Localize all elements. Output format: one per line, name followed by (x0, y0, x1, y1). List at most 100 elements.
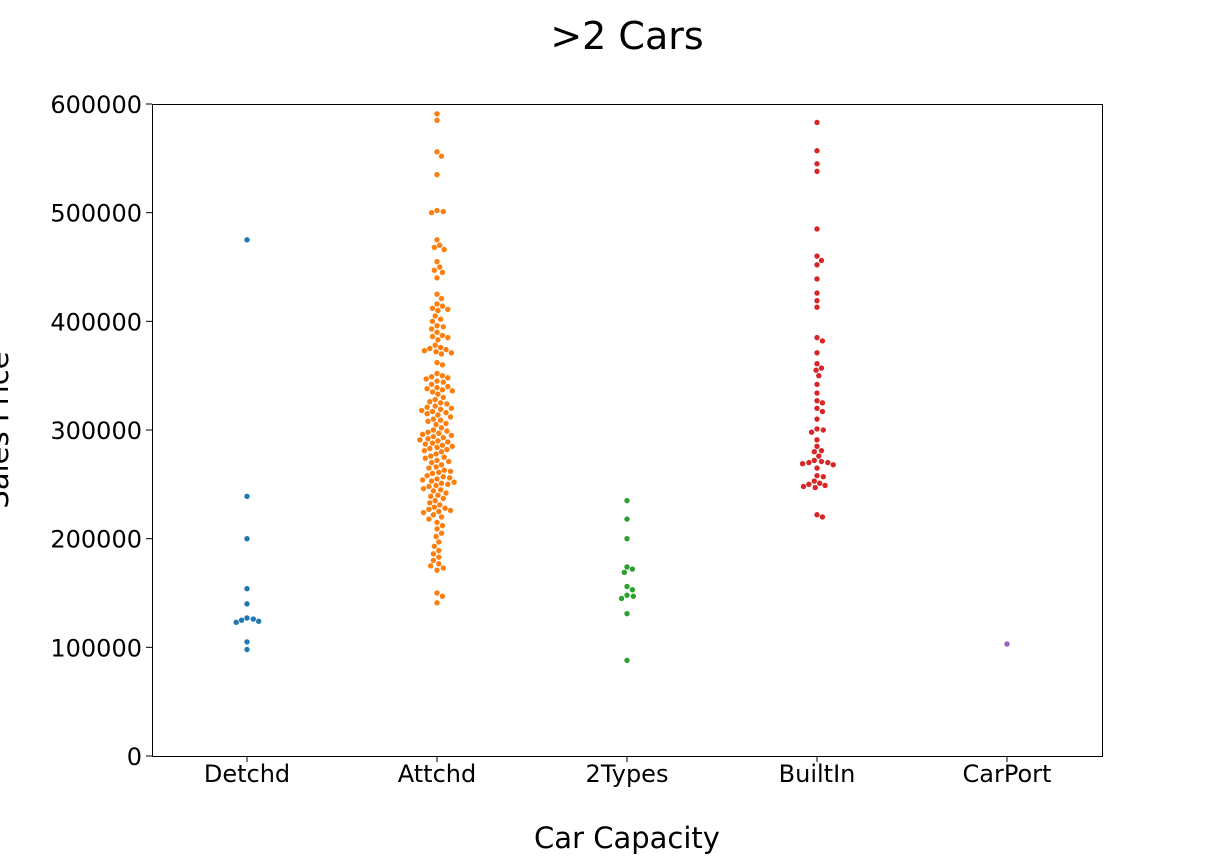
data-point-attchd (432, 396, 438, 403)
data-point-attchd (434, 567, 440, 573)
data-point-builtin (814, 148, 820, 154)
x-tick-label: Attchd (398, 760, 476, 788)
data-point-detchd (244, 493, 250, 499)
data-point-attchd (443, 420, 449, 427)
data-point-attchd (424, 472, 430, 479)
chart-title: >2 Cars (550, 14, 703, 58)
x-axis-label: Car Capacity (534, 821, 720, 855)
data-point-attchd (435, 391, 441, 397)
data-point-2types (624, 657, 630, 664)
y-tick-label: 400000 (50, 308, 142, 336)
data-point-attchd (441, 467, 447, 473)
data-point-attchd (441, 454, 447, 460)
data-point-attchd (426, 483, 432, 490)
data-point-attchd (427, 500, 433, 506)
data-point-builtin (819, 514, 826, 520)
data-point-attchd (434, 111, 440, 117)
data-point-attchd (426, 516, 432, 522)
data-point-detchd (244, 646, 250, 653)
data-point-2types (618, 595, 625, 602)
data-point-builtin (812, 484, 818, 491)
data-point-attchd (423, 376, 429, 382)
data-point-builtin (822, 482, 828, 489)
data-point-attchd (436, 508, 442, 515)
data-point-attchd (432, 313, 438, 319)
data-point-attchd (439, 303, 446, 309)
data-point-attchd (433, 349, 439, 355)
data-point-attchd (444, 428, 450, 434)
data-point-attchd (427, 399, 433, 405)
data-point-attchd (446, 475, 453, 481)
data-point-builtin (816, 372, 822, 379)
data-point-attchd (445, 375, 451, 381)
data-point-attchd (439, 522, 446, 529)
data-point-attchd (430, 433, 437, 440)
data-point-attchd (425, 418, 431, 425)
data-point-builtin (811, 457, 817, 464)
data-point-attchd (433, 421, 439, 428)
data-point-builtin (814, 397, 820, 404)
data-point-attchd (434, 171, 440, 178)
data-point-attchd (435, 412, 441, 418)
data-point-attchd (425, 429, 431, 435)
data-point-attchd (434, 519, 440, 526)
data-point-attchd (445, 383, 451, 390)
data-point-detchd (244, 639, 250, 645)
data-point-attchd (419, 477, 426, 483)
data-point-attchd (421, 347, 428, 354)
data-point-attchd (431, 244, 437, 251)
x-tick-label: CarPort (963, 760, 1052, 788)
data-point-2types (624, 497, 630, 504)
data-point-attchd (435, 307, 441, 314)
data-point-attchd (435, 492, 441, 498)
data-point-builtin (818, 458, 825, 465)
data-point-attchd (435, 337, 441, 343)
data-point-attchd (437, 502, 443, 508)
data-point-detchd (256, 618, 262, 624)
data-point-builtin (814, 276, 820, 282)
plot-area (152, 104, 1103, 757)
data-point-builtin (814, 426, 820, 432)
data-point-attchd (428, 493, 434, 499)
data-point-2types (624, 592, 630, 598)
data-point-detchd (244, 615, 250, 621)
data-point-builtin (811, 449, 817, 455)
data-point-attchd (447, 507, 454, 514)
y-tick-label: 600000 (50, 91, 142, 119)
data-point-attchd (432, 497, 438, 504)
data-point-attchd (438, 351, 445, 357)
data-point-attchd (440, 495, 446, 502)
data-point-attchd (447, 468, 454, 474)
data-point-attchd (428, 453, 434, 459)
data-point-attchd (439, 332, 446, 339)
data-point-builtin (825, 459, 831, 466)
data-point-attchd (424, 404, 430, 410)
data-point-2types (624, 583, 630, 590)
data-point-attchd (434, 207, 440, 214)
data-point-attchd (433, 482, 439, 489)
data-point-attchd (438, 462, 445, 468)
data-point-attchd (434, 291, 440, 297)
data-point-attchd (431, 543, 437, 549)
data-point-attchd (448, 405, 455, 411)
y-tick-label: 300000 (50, 417, 142, 445)
data-point-builtin (806, 459, 812, 466)
data-point-attchd (437, 316, 444, 322)
y-tick-label: 100000 (50, 634, 142, 662)
data-point-builtin (814, 512, 820, 518)
data-point-2types (624, 535, 630, 542)
data-point-builtin (819, 400, 826, 406)
data-point-attchd (440, 434, 446, 441)
data-point-2types (629, 566, 636, 572)
data-point-attchd (431, 504, 437, 510)
data-point-attchd (434, 258, 440, 265)
data-point-builtin (814, 297, 820, 304)
data-point-builtin (814, 361, 820, 367)
data-point-builtin (814, 119, 820, 126)
data-point-attchd (441, 246, 447, 253)
data-point-attchd (432, 342, 438, 348)
data-point-attchd (434, 322, 440, 329)
data-point-attchd (449, 443, 455, 449)
data-point-builtin (817, 480, 823, 486)
data-point-builtin (814, 262, 820, 268)
